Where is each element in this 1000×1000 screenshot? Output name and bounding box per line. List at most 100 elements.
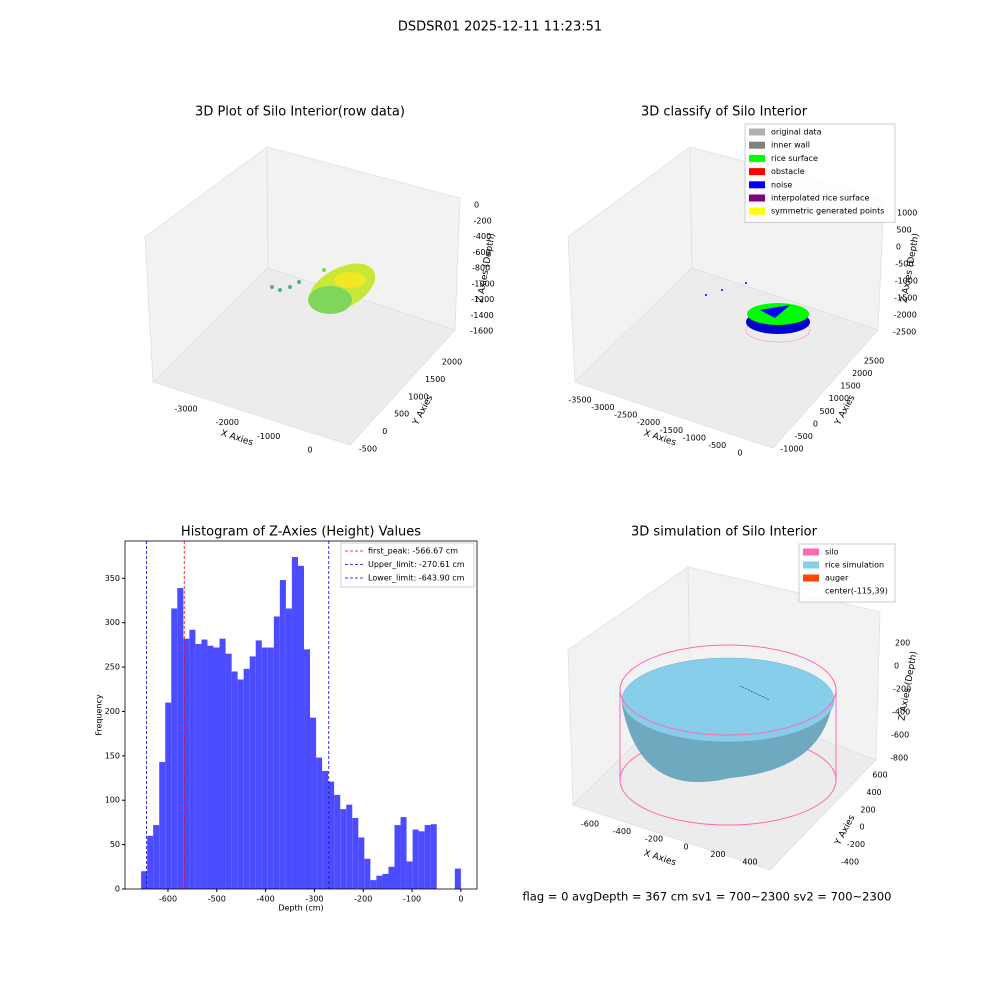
y-tick-label: 300: [105, 618, 120, 627]
bar: [165, 702, 172, 889]
silo-wire: [619, 644, 837, 736]
z-tick-label: -800: [472, 264, 490, 273]
z-tick-label: -1500: [894, 294, 917, 303]
point-cloud: [308, 286, 352, 314]
auger: [739, 685, 771, 701]
point: [721, 289, 723, 291]
bar: [322, 770, 329, 889]
x-tick-label: -2000: [216, 418, 239, 427]
y-tick-label: -500: [795, 432, 813, 441]
y-tick-label: 350: [105, 574, 120, 583]
y-tick-label: 2500: [864, 357, 884, 366]
y-tick-label: 50: [110, 840, 120, 849]
axes-title: Histogram of Z-Axies (Height) Values: [181, 525, 421, 540]
legend-label: center(-115,39): [825, 587, 888, 596]
axes-title: 3D simulation of Silo Interior: [631, 525, 818, 540]
x-tick-label: -1000: [257, 432, 280, 441]
bar: [183, 638, 190, 889]
legend-swatch: [749, 168, 765, 176]
legend-label: obstacle: [771, 167, 805, 176]
axes-3d-1: [144, 146, 461, 446]
bar: [177, 588, 184, 889]
axes-frame: [124, 540, 478, 890]
bar: [418, 831, 425, 889]
x-tick-label: -300: [305, 895, 323, 904]
bar: [370, 880, 377, 889]
legend-swatch: [749, 141, 765, 149]
legend-label: first_peak: -566.67 cm: [368, 547, 458, 556]
y-tick-label: -1000: [780, 445, 803, 454]
z-tick-label: -200: [474, 216, 492, 225]
bar: [261, 647, 268, 889]
y-tick-label: 0: [382, 427, 387, 436]
y-tick-label: 250: [105, 663, 120, 672]
x-tick-label: -1500: [660, 426, 683, 435]
legend-swatch: [749, 194, 765, 202]
bar: [267, 647, 274, 889]
bar: [195, 643, 202, 889]
x-tick-label: -1000: [683, 433, 706, 442]
legend-swatch: [749, 154, 765, 162]
bar: [255, 640, 262, 889]
z-tick-label: 0: [894, 662, 899, 671]
z-tick-label: 200: [895, 639, 910, 648]
bar: [237, 679, 244, 889]
bar: [328, 781, 335, 889]
z-tick-label: -500: [895, 260, 913, 269]
x-tick-label: -200: [354, 895, 372, 904]
bar: [310, 717, 317, 889]
bar: [219, 638, 226, 889]
bar: [285, 608, 292, 889]
legend-label: rice simulation: [825, 561, 884, 570]
y-tick-label: -500: [359, 445, 377, 454]
z-tick-label: -800: [890, 754, 908, 763]
rice-simulation: [621, 657, 835, 743]
x-tick-label: -3000: [591, 403, 614, 412]
legend-box: [744, 123, 896, 223]
z-tick-label: 1000: [897, 209, 917, 218]
legend-label: original data: [771, 128, 822, 137]
x-axis-label: X Axies: [219, 429, 254, 449]
bar: [171, 608, 178, 889]
bar: [304, 649, 311, 889]
bar: [376, 875, 383, 889]
bar: [249, 656, 256, 889]
y-tick-label: 1500: [840, 382, 860, 391]
figure-title: DSDSR01 2025-12-11 11:23:51: [398, 20, 602, 35]
bar: [231, 671, 238, 889]
x-tick-label: -400: [613, 827, 631, 836]
legend-label: silo: [825, 548, 839, 557]
legend-swatch: [749, 207, 765, 215]
bar: [352, 817, 359, 889]
bar: [406, 861, 413, 889]
x-tick-label: 0: [683, 842, 688, 851]
bar: [291, 556, 298, 889]
y-tick-label: 0: [813, 419, 818, 428]
bar: [454, 868, 461, 889]
z-tick-label: 0: [896, 243, 901, 252]
x-tick-label: -100: [403, 895, 421, 904]
y-tick-label: -400: [841, 858, 859, 867]
y-tick-label: 200: [860, 805, 875, 814]
point-cloud: [334, 272, 366, 288]
legend-swatch: [803, 561, 819, 569]
bar: [153, 825, 160, 889]
z-tick-label: -400: [892, 708, 910, 717]
point: [278, 288, 282, 292]
point: [297, 280, 301, 284]
x-tick-label: -400: [257, 895, 275, 904]
legend-label: symmetric generated points: [771, 207, 884, 216]
bar: [189, 629, 196, 889]
bar: [424, 825, 431, 889]
point: [288, 285, 292, 289]
x-tick-label: -600: [159, 895, 177, 904]
y-tick-label: -200: [847, 840, 865, 849]
z-tick-label: -2000: [894, 311, 917, 320]
bar: [412, 829, 419, 889]
axes-title: 3D classify of Silo Interior: [641, 105, 808, 120]
z-tick-label: -600: [473, 248, 491, 257]
z-tick-label: -1200: [471, 295, 494, 304]
bar: [201, 639, 208, 889]
z-tick-label: -2500: [893, 328, 916, 337]
